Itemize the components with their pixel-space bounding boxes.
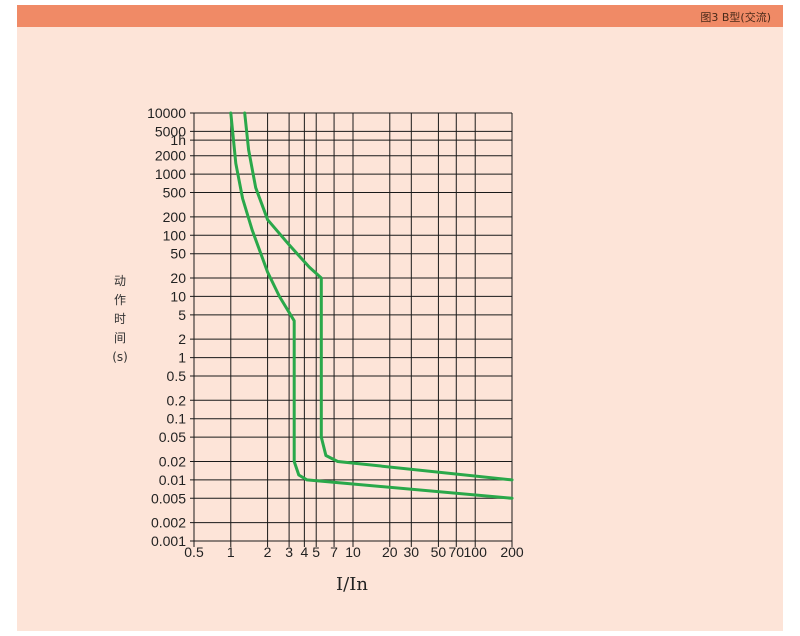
x-tick-label: 70	[448, 544, 464, 560]
figure-title: 图3 B型(交流)	[700, 11, 771, 24]
y-tick-label: 1h	[170, 132, 186, 148]
y-tick-label: 0.02	[159, 453, 186, 469]
x-tick-label: 20	[382, 544, 398, 560]
y-tick-label: 0.05	[159, 429, 186, 445]
x-tick-labels: 0.5 1 2 3 4 5 7 10 20 30 50 70 100 200	[184, 544, 524, 560]
x-tick-label: 30	[404, 544, 420, 560]
trip-curve-2	[243, 111, 514, 482]
y-tick-label: 0.2	[167, 392, 187, 408]
y-tick-label: 0.1	[167, 411, 187, 427]
x-tick-label: 200	[500, 544, 524, 560]
y-tick-label: 100	[163, 227, 187, 243]
x-tick-label: 0.5	[184, 544, 204, 560]
y-tick-label: 2000	[155, 148, 186, 164]
y-tick-label: 0.001	[151, 533, 186, 549]
x-tick-label: 4	[300, 544, 308, 560]
y-axis-label-char: 时	[113, 312, 126, 326]
y-axis-label: 动作时间 (s)	[108, 272, 132, 367]
y-axis-label-char: 作	[113, 293, 126, 307]
y-tick-label: 0.5	[167, 368, 187, 384]
x-tick-label: 5	[312, 544, 320, 560]
y-tick-label: 1	[178, 350, 186, 366]
y-axis-label-char: 间	[113, 331, 126, 345]
x-tick-label: 1	[227, 544, 235, 560]
series-lines	[229, 111, 514, 500]
header-bar: 图3 B型(交流)	[17, 5, 783, 27]
x-tick-label: 2	[264, 544, 272, 560]
y-tick-label: 5	[178, 307, 186, 323]
y-tick-label: 10000	[147, 105, 186, 121]
y-axis-label-char: (s)	[112, 350, 128, 364]
y-tick-label: 0.002	[151, 515, 186, 531]
y-tick-label: 0.005	[151, 490, 186, 506]
y-tick-label: 10	[170, 288, 186, 304]
chart-panel: 图3 B型(交流)	[17, 5, 783, 631]
x-axis-label: I/In	[336, 574, 368, 595]
y-tick-label: 20	[170, 270, 186, 286]
x-tick-label: 3	[285, 544, 293, 560]
x-tick-label: 10	[345, 544, 361, 560]
y-tick-label: 200	[163, 209, 187, 225]
y-tick-label: 50	[170, 246, 186, 262]
x-tick-label: 100	[464, 544, 488, 560]
y-tick-label: 1000	[155, 166, 186, 182]
y-tick-label: 500	[163, 185, 187, 201]
y-tick-label: 0.01	[159, 472, 186, 488]
y-axis-label-char: 动	[113, 274, 126, 288]
y-tick-label: 5000	[155, 123, 186, 139]
trip-curve-1	[229, 111, 514, 500]
x-tick-label: 50	[431, 544, 447, 560]
x-tick-label: 7	[330, 544, 338, 560]
y-tick-label: 2	[178, 331, 186, 347]
